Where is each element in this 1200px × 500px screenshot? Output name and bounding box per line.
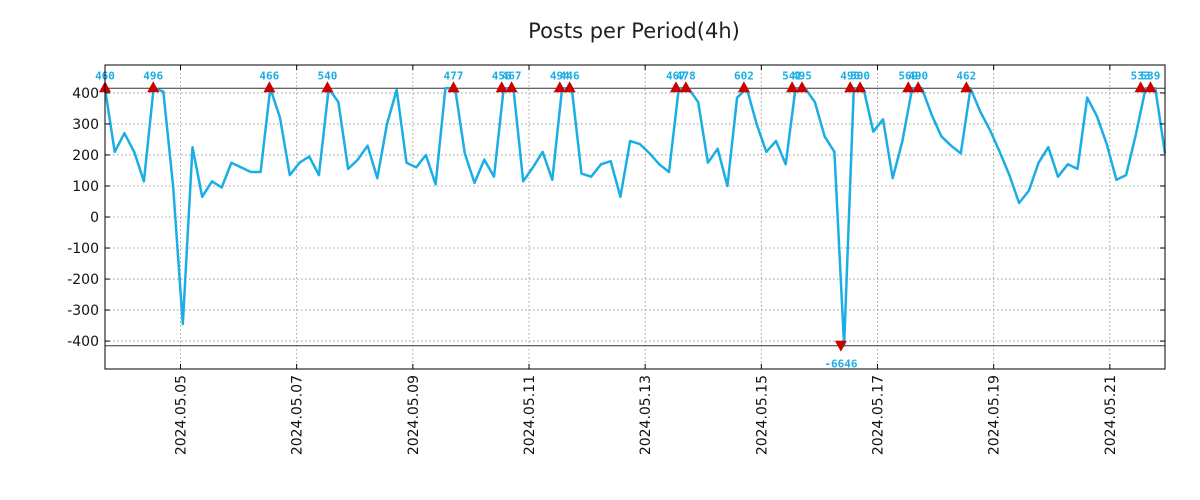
x-tick-label: 2024.05.09 <box>406 375 422 455</box>
x-tick-label: 2024.05.05 <box>174 375 190 455</box>
x-tick-label: 2024.05.17 <box>870 375 886 455</box>
x-tick-label: 2024.05.21 <box>1103 375 1119 455</box>
x-tick-label: 2024.05.13 <box>638 375 654 455</box>
trough-label: -6646 <box>824 358 857 371</box>
y-tick-label: -400 <box>67 334 99 350</box>
trough-marker <box>834 340 847 352</box>
y-tick-label: -100 <box>67 241 99 257</box>
peak-marker <box>321 81 334 93</box>
peak-marker <box>795 81 808 93</box>
y-axis: 400 300 200 100 0 -100 -200 -300 -400 <box>67 86 1165 350</box>
y-tick-label: 100 <box>72 179 99 195</box>
peak-label: 496 <box>143 69 163 82</box>
peak-label: 456 <box>492 69 512 82</box>
x-tick-label: 2024.05.15 <box>754 375 770 455</box>
peak-marker <box>912 81 925 93</box>
y-tick-label: 0 <box>90 210 99 226</box>
peak-label: 467 <box>666 69 686 82</box>
y-tick-label: 400 <box>72 86 99 102</box>
peak-label: 569 <box>898 69 918 82</box>
x-tick-label: 2024.05.11 <box>522 375 538 455</box>
threshold-layer <box>105 87 1165 347</box>
peak-marker <box>902 81 915 93</box>
peak-label: 467 <box>502 69 522 82</box>
peak-label: 541 <box>782 69 802 82</box>
peak-marker <box>844 81 857 93</box>
peak-marker <box>553 81 566 93</box>
peak-label: 490 <box>840 69 860 82</box>
y-tick-label: -300 <box>67 303 99 319</box>
x-axis: 2024.05.05 2024.05.07 2024.05.09 2024.05.11… <box>174 65 1119 455</box>
x-tick-label: 2024.05.07 <box>290 375 306 455</box>
peak-label: 494 <box>550 69 570 82</box>
y-tick-label: -200 <box>67 272 99 288</box>
peak-label: 462 <box>956 69 976 82</box>
peak-label: 446 <box>560 69 580 82</box>
peak-label: 478 <box>676 69 696 82</box>
peak-marker <box>1144 81 1157 93</box>
peak-marker <box>563 81 576 93</box>
chart-title: Posts per Period(4h) <box>528 19 740 43</box>
peak-marker <box>679 81 692 93</box>
marker-layer <box>99 81 1157 352</box>
peak-label: 533 <box>1131 69 1151 82</box>
y-tick-label: 200 <box>72 148 99 164</box>
peak-marker <box>669 81 682 93</box>
peak-marker <box>505 81 518 93</box>
peak-marker <box>495 81 508 93</box>
peak-label: 495 <box>792 69 812 82</box>
peak-marker <box>447 81 460 93</box>
peak-marker <box>263 81 276 93</box>
peak-label: 466 <box>259 69 279 82</box>
series-layer <box>103 87 1167 347</box>
peak-marker <box>1134 81 1147 93</box>
peak-label: 477 <box>444 69 464 82</box>
series-line-posts <box>103 87 1167 347</box>
peak-marker <box>147 81 160 93</box>
peak-label: 539 <box>1141 69 1161 82</box>
peak-marker <box>960 81 973 93</box>
y-tick-label: 300 <box>72 117 99 133</box>
peak-marker <box>737 81 750 93</box>
peak-label: 602 <box>734 69 754 82</box>
peak-marker <box>854 81 867 93</box>
x-tick-label: 2024.05.19 <box>987 375 1003 455</box>
grid-layer <box>105 65 1165 369</box>
peak-label: 540 <box>318 69 338 82</box>
peak-label: 500 <box>850 69 870 82</box>
peak-label: 490 <box>908 69 928 82</box>
peak-marker <box>786 81 799 93</box>
